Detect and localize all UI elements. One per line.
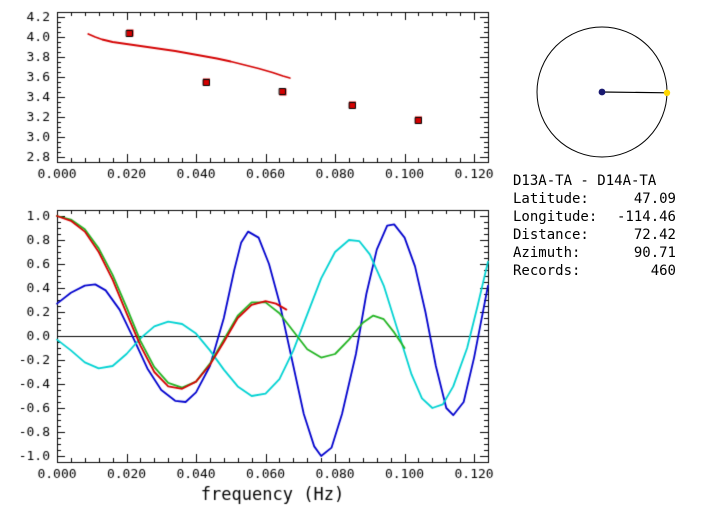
- longitude-label: Longitude:: [513, 209, 598, 225]
- info-row-records: Records: 460: [513, 262, 676, 280]
- azimuth-compass: [536, 26, 671, 158]
- records-label: Records:: [513, 263, 581, 279]
- longitude-value: -114.46: [616, 209, 676, 225]
- latitude-label: Latitude:: [513, 191, 589, 207]
- records-value: 460: [650, 263, 676, 279]
- station-center-dot: [598, 88, 606, 96]
- distance-label: Distance:: [513, 227, 589, 243]
- azimuth-label: Azimuth:: [513, 245, 581, 261]
- azimuth-line: [601, 91, 668, 94]
- info-row-distance: Distance: 72.42: [513, 226, 676, 244]
- info-row-azimuth: Azimuth: 90.71: [513, 244, 676, 262]
- azimuth-endpoint-dot: [663, 89, 671, 97]
- station-info-panel: D13A-TA - D14A-TA Latitude: 47.09 Longit…: [513, 172, 676, 280]
- info-row-latitude: Latitude: 47.09: [513, 190, 676, 208]
- station-pair-title: D13A-TA - D14A-TA: [513, 173, 657, 189]
- latitude-value: 47.09: [633, 191, 676, 207]
- azimuth-value: 90.71: [633, 245, 676, 261]
- distance-value: 72.42: [633, 227, 676, 243]
- info-row-longitude: Longitude: -114.46: [513, 208, 676, 226]
- dispersion-plot-canvas: [0, 0, 500, 193]
- cross-correlation-plot-canvas: [0, 193, 500, 519]
